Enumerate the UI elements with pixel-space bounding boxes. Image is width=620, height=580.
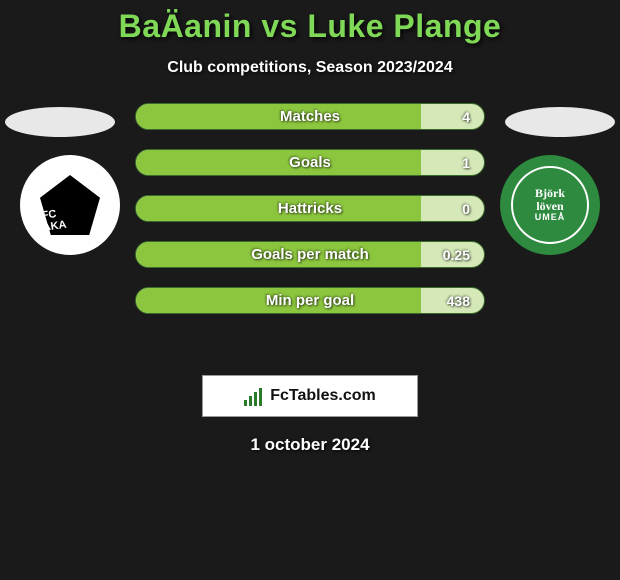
stat-bar: Min per goal438 (135, 287, 485, 314)
stat-label: Matches (136, 104, 484, 129)
root: BaÄanin vs Luke Plange Club competitions… (0, 0, 620, 455)
brand-text: FcTables.com (270, 387, 376, 405)
stat-bar: Goals1 (135, 149, 485, 176)
stats-list: Matches4Goals1Hattricks0Goals per match0… (135, 103, 485, 314)
stat-value: 438 (447, 288, 470, 313)
stat-label: Goals per match (136, 242, 484, 267)
haka-text: FCHAKA (32, 207, 67, 235)
club-badge-left: FCHAKA (20, 155, 120, 255)
bjorkloven-text: Björk löven UMEÅ (511, 166, 589, 244)
player-marker-right (505, 107, 615, 137)
bar-chart-icon (244, 386, 264, 406)
footer-date: 1 october 2024 (0, 435, 620, 455)
stat-bar: Hattricks0 (135, 195, 485, 222)
club-badge-right: Björk löven UMEÅ (500, 155, 600, 255)
brand-box[interactable]: FcTables.com (202, 375, 418, 417)
stat-label: Min per goal (136, 288, 484, 313)
page-title: BaÄanin vs Luke Plange (0, 8, 620, 45)
player-marker-left (5, 107, 115, 137)
subtitle: Club competitions, Season 2023/2024 (0, 59, 620, 77)
stat-bar: Goals per match0.25 (135, 241, 485, 268)
comparison-area: FCHAKA Björk löven UMEÅ Matches4 Goals1 Ha… (0, 103, 620, 363)
stat-value: 0.25 (443, 242, 470, 267)
stat-value: 1 (462, 150, 470, 175)
stat-value: 0 (462, 196, 470, 221)
stat-label: Goals (136, 150, 484, 175)
stat-label: Hattricks (136, 196, 484, 221)
stat-bar: Matches4 (135, 103, 485, 130)
stat-value: 4 (462, 104, 470, 129)
